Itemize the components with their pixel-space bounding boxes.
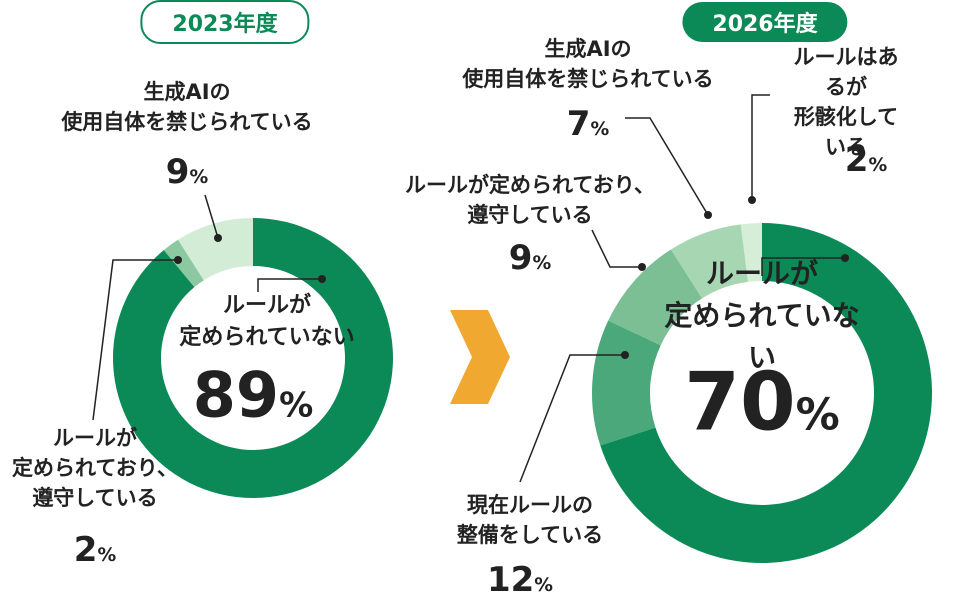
segment-label: ルールが定められており、 遵守している [405,173,655,227]
leaders [92,94,845,483]
donut-segment [163,239,204,288]
value-label: 89% [192,358,314,432]
value-label: 2% [844,140,888,180]
value-label: 9% [165,152,209,192]
segment-label: ルールが 定められていない [664,257,860,374]
segment-label: ルールが 定められていない [179,293,355,350]
value-label: 12% [486,560,554,600]
segment-label: 現在ルールの 整備をしている [456,493,604,547]
value-label: 9% [508,238,552,278]
value-label: 70% [684,355,840,449]
value-label: 2% [73,530,117,570]
segment-label: 生成AIの 使用自体を禁じられている [61,80,313,134]
donut-segment [600,223,933,563]
donut-segment [112,218,393,498]
segment-label: ルールが 定められており、 遵守している [12,426,178,510]
donut-segment [177,218,253,281]
donut-segment [608,249,702,346]
arrow [450,310,510,404]
leader-dots [174,196,849,359]
donut-segment [592,320,661,446]
chart-title: 2026年度 [682,2,848,42]
segment-label: 生成AIの 使用自体を禁じられている [462,37,714,91]
donut-segment [740,223,762,282]
segment-label: ルールはあるが 形骸化している [793,45,899,159]
donut-segment [670,224,748,299]
chart-title: 2023年度 [140,0,310,44]
value-label: 7% [566,104,610,144]
